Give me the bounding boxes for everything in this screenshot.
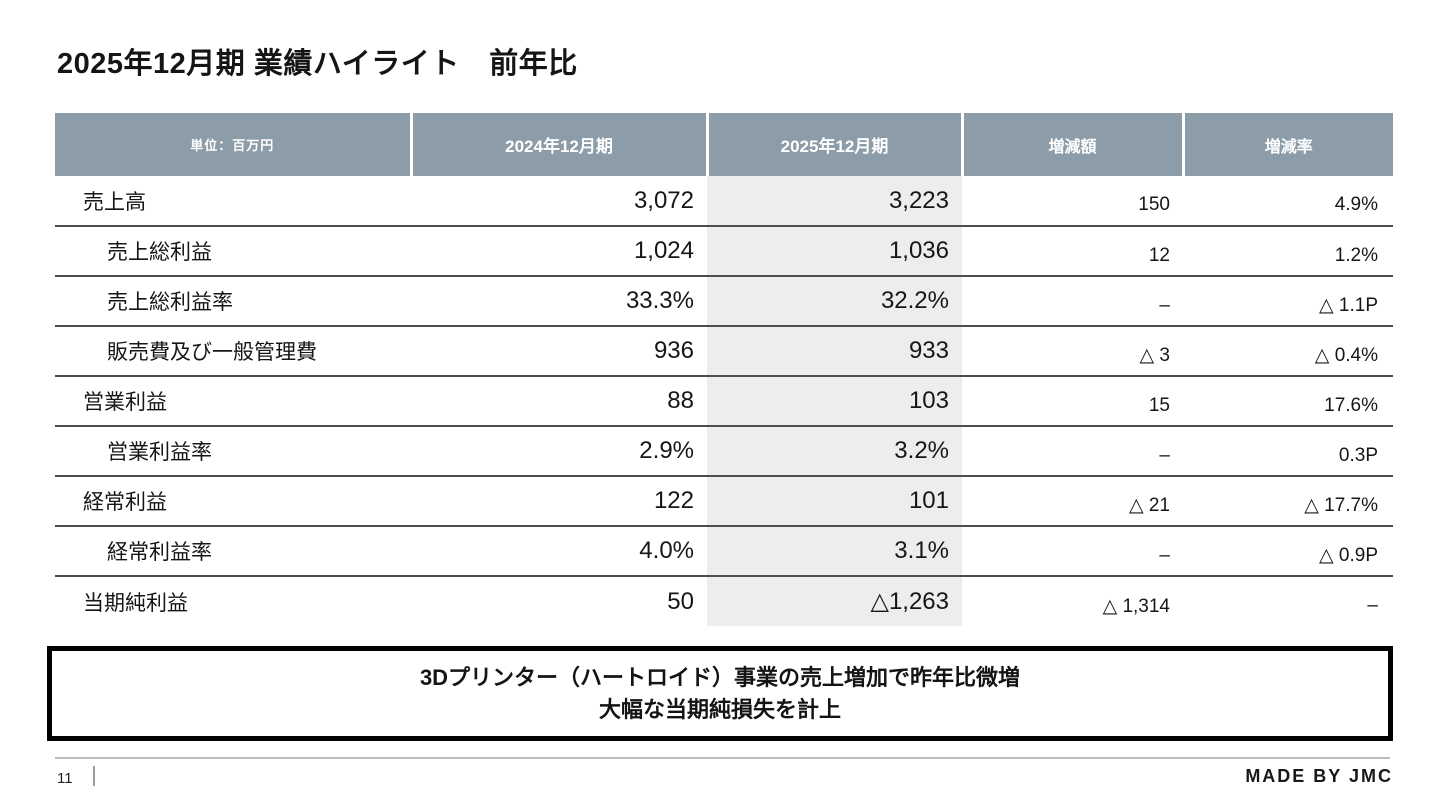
col-header-diff: 増減額 <box>960 113 1183 176</box>
value-diff: – <box>962 526 1183 577</box>
results-table: 単位：百万円 2024年12月期 2025年12月期 増減額 増減率 売上高 3… <box>55 113 1393 626</box>
value-2025: 933 <box>707 326 962 377</box>
summary-line-1: 3Dプリンター（ハートロイド）事業の売上増加で昨年比微増 <box>419 664 1021 690</box>
value-diff: △ 1,314 <box>1102 595 1170 617</box>
value-2024: 122 <box>411 476 707 527</box>
page-number: 11 <box>57 770 73 787</box>
row-label: 当期純利益 <box>83 591 188 615</box>
value-diff: △ 21 <box>962 476 1183 527</box>
value-2025: △1,263 <box>707 576 962 626</box>
value-rate: – <box>1367 595 1378 616</box>
value-diff: △ 3 <box>962 326 1183 377</box>
table-row-gross-margin: 売上総利益率 33.3% 32.2% – △ 1.1P <box>55 276 1393 327</box>
value-diff: 12 <box>962 226 1183 277</box>
table-row-sales: 売上高 3,072 3,223 150 4.9% <box>55 176 1393 227</box>
value-2025: 3.1% <box>707 526 962 577</box>
value-diff: 150 <box>962 176 1183 227</box>
row-label: 経常利益率 <box>55 526 411 577</box>
table-row-ordinary-margin: 経常利益率 4.0% 3.1% – △ 0.9P <box>55 526 1393 577</box>
results-table-wrap: 単位：百万円 2024年12月期 2025年12月期 増減額 増減率 売上高 3… <box>55 113 1393 626</box>
table-header: 単位：百万円 2024年12月期 2025年12月期 増減額 増減率 <box>55 113 1393 176</box>
value-2025: 103 <box>707 376 962 427</box>
value-2024: 88 <box>411 376 707 427</box>
value-rate: △ 17.7% <box>1183 476 1393 527</box>
value-2025: 101 <box>707 476 962 527</box>
value-2024: 4.0% <box>411 526 707 577</box>
value-diff: – <box>962 426 1183 477</box>
value-2025: 3,223 <box>707 176 962 227</box>
value-2024: 1,024 <box>411 226 707 277</box>
col-header-unit: 単位：百万円 <box>55 113 411 176</box>
slide-title: 2025年12月期 業績ハイライト 前年比 <box>57 48 578 80</box>
table-row-operating-margin: 営業利益率 2.9% 3.2% – 0.3P <box>55 426 1393 477</box>
col-header-fy2024: 2024年12月期 <box>409 113 707 176</box>
table-row-gross-profit: 売上総利益 1,024 1,036 12 1.2% <box>55 226 1393 277</box>
value-rate: △ 1.1P <box>1183 276 1393 327</box>
value-rate: 4.9% <box>1183 176 1393 227</box>
value-2024: 3,072 <box>411 176 707 227</box>
value-2025: 3.2% <box>707 426 962 477</box>
row-label: 営業利益率 <box>55 426 411 477</box>
value-diff: – <box>962 276 1183 327</box>
table-row-net-income: 当期純利益 50 △1,263 △ 1,314 – <box>55 576 1393 626</box>
value-rate: 17.6% <box>1183 376 1393 427</box>
summary-line-2: 大幅な当期純損失を計上 <box>598 696 841 722</box>
header-row: 単位：百万円 2024年12月期 2025年12月期 増減額 増減率 <box>55 113 1393 176</box>
value-2025: 1,036 <box>707 226 962 277</box>
value-2025: 32.2% <box>707 276 962 327</box>
value-2024: 2.9% <box>411 426 707 477</box>
table-body: 売上高 3,072 3,223 150 4.9% 売上総利益 1,024 1,0… <box>55 176 1393 626</box>
value-rate: 0.3P <box>1183 426 1393 477</box>
col-header-rate: 増減率 <box>1181 113 1393 176</box>
row-label: 売上総利益率 <box>55 276 411 327</box>
value-rate: △ 0.4% <box>1183 326 1393 377</box>
page-number-separator <box>93 766 95 786</box>
table-row-operating-income: 営業利益 88 103 15 17.6% <box>55 376 1393 427</box>
company-logo: MADE BY JMC <box>1245 766 1393 786</box>
row-label: 経常利益 <box>55 476 411 527</box>
row-label: 売上総利益 <box>55 226 411 277</box>
value-rate: 1.2% <box>1183 226 1393 277</box>
value-2024: 936 <box>411 326 707 377</box>
table-row-sga: 販売費及び一般管理費 936 933 △ 3 △ 0.4% <box>55 326 1393 377</box>
row-label: 販売費及び一般管理費 <box>55 326 411 377</box>
row-label: 営業利益 <box>55 376 411 427</box>
row-label: 売上高 <box>55 176 411 227</box>
value-2024: 50 <box>667 587 694 615</box>
col-header-fy2025: 2025年12月期 <box>705 113 962 176</box>
value-2024: 33.3% <box>411 276 707 327</box>
value-diff: 15 <box>962 376 1183 427</box>
value-rate: △ 0.9P <box>1183 526 1393 577</box>
footer-divider <box>55 757 1390 759</box>
summary-box: 3Dプリンター（ハートロイド）事業の売上増加で昨年比微増 大幅な当期純損失を計上 <box>47 646 1393 741</box>
table-row-ordinary-income: 経常利益 122 101 △ 21 △ 17.7% <box>55 476 1393 527</box>
